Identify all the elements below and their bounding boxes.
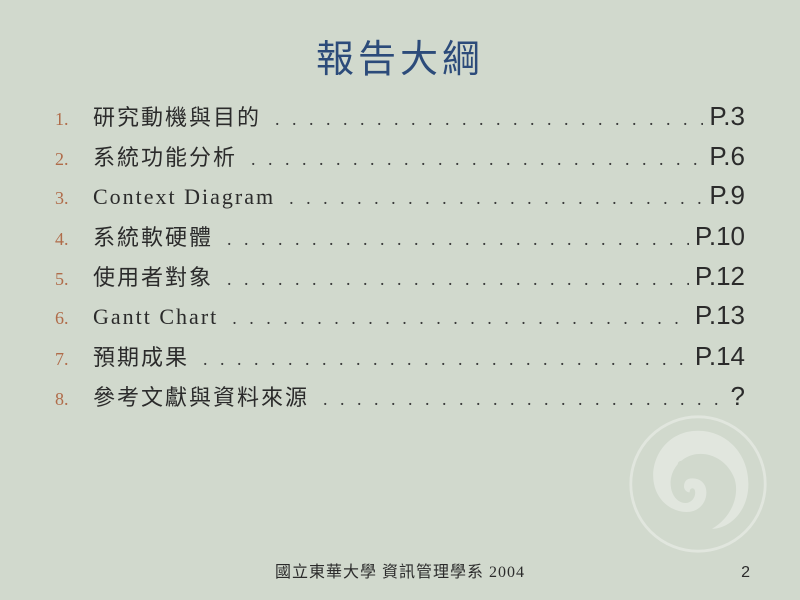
toc-row: 3. Context Diagram . . . . . . . . . . .… <box>55 180 745 220</box>
toc-number: 7. <box>55 349 93 370</box>
toc-label: 研究動機與目的 <box>93 100 261 132</box>
slide-title: 報告大綱 <box>0 0 800 83</box>
toc-number: 2. <box>55 149 93 170</box>
toc-row: 5. 使用者對象 . . . . . . . . . . . . . . . .… <box>55 260 745 300</box>
toc-row: 8. 參考文獻與資料來源 . . . . . . . . . . . . . .… <box>55 380 745 420</box>
dragon-icon <box>628 414 768 554</box>
toc-page: P.6 <box>703 141 745 172</box>
toc-row: 1. 研究動機與目的 . . . . . . . . . . . . . . .… <box>55 100 745 140</box>
toc-label: Context Diagram <box>93 184 275 210</box>
toc-page: P.9 <box>703 180 745 211</box>
toc-page: P.14 <box>689 341 745 372</box>
toc-page: P.10 <box>689 221 745 252</box>
toc-number: 6. <box>55 308 93 329</box>
toc-page: ? <box>725 381 745 412</box>
toc-leader: . . . . . . . . . . . . . . . . . . . . … <box>309 389 725 410</box>
page-number: 2 <box>741 564 750 582</box>
toc-leader: . . . . . . . . . . . . . . . . . . . . … <box>275 188 703 209</box>
toc-page: P.3 <box>703 101 745 132</box>
toc-label: 系統功能分析 <box>93 140 237 172</box>
toc-page: P.13 <box>689 300 745 331</box>
toc-number: 8. <box>55 389 93 410</box>
toc-number: 1. <box>55 109 93 130</box>
toc-leader: . . . . . . . . . . . . . . . . . . . . … <box>218 308 689 329</box>
toc-label: 系統軟硬體 <box>93 220 213 252</box>
toc-row: 6. Gantt Chart . . . . . . . . . . . . .… <box>55 300 745 340</box>
toc-label: 使用者對象 <box>93 260 213 292</box>
toc-number: 5. <box>55 269 93 290</box>
toc-leader: . . . . . . . . . . . . . . . . . . . . … <box>237 149 703 170</box>
toc-leader: . . . . . . . . . . . . . . . . . . . . … <box>213 269 689 290</box>
slide: 報告大綱 1. 研究動機與目的 . . . . . . . . . . . . … <box>0 0 800 600</box>
toc-row: 2. 系統功能分析 . . . . . . . . . . . . . . . … <box>55 140 745 180</box>
toc-leader: . . . . . . . . . . . . . . . . . . . . … <box>261 109 703 130</box>
toc-number: 4. <box>55 229 93 250</box>
toc-leader: . . . . . . . . . . . . . . . . . . . . … <box>189 349 689 370</box>
toc-page: P.12 <box>689 261 745 292</box>
toc-row: 4. 系統軟硬體 . . . . . . . . . . . . . . . .… <box>55 220 745 260</box>
table-of-contents: 1. 研究動機與目的 . . . . . . . . . . . . . . .… <box>55 100 745 420</box>
footer-text: 國立東華大學 資訊管理學系 2004 <box>0 558 800 582</box>
toc-label: 參考文獻與資料來源 <box>93 380 309 412</box>
toc-label: 預期成果 <box>93 340 189 372</box>
toc-label: Gantt Chart <box>93 304 218 330</box>
toc-number: 3. <box>55 188 93 209</box>
toc-row: 7. 預期成果 . . . . . . . . . . . . . . . . … <box>55 340 745 380</box>
toc-leader: . . . . . . . . . . . . . . . . . . . . … <box>213 229 689 250</box>
watermark-icon <box>628 414 768 554</box>
